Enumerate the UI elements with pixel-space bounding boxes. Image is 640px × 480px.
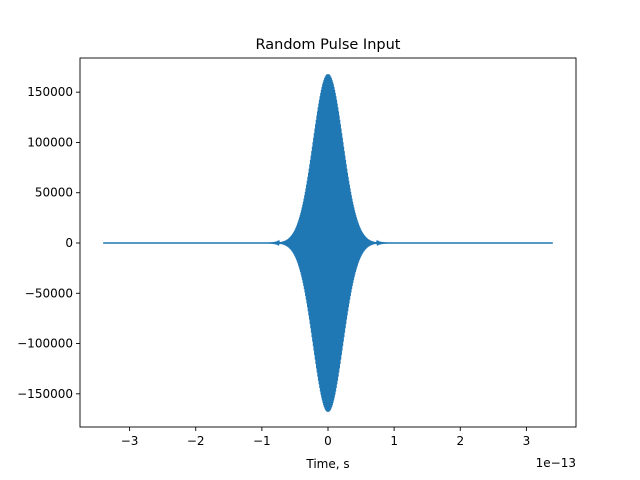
x-tick-label: 0: [324, 434, 332, 448]
x-tick-label: 2: [456, 434, 464, 448]
x-axis: −3 −2 −1 0 1 2 3: [121, 427, 530, 448]
x-tick-label: 3: [523, 434, 531, 448]
x-tick-label: 1: [390, 434, 398, 448]
y-tick-label: 100000: [27, 135, 73, 149]
x-axis-label: Time, s: [305, 457, 349, 471]
y-tick-label: 150000: [27, 85, 73, 99]
x-tick-label: −2: [187, 434, 205, 448]
chart-title: Random Pulse Input: [256, 37, 401, 53]
plot-area: [103, 74, 553, 412]
y-tick-label: 0: [65, 236, 73, 250]
y-tick-label: −50000: [25, 286, 73, 300]
x-tick-label: −3: [121, 434, 139, 448]
y-tick-label: −150000: [17, 387, 73, 401]
x-offset-label: 1e−13: [536, 456, 576, 470]
y-axis: −150000 −100000 −50000 0 50000 100000 150000: [17, 85, 80, 401]
x-tick-label: −1: [253, 434, 271, 448]
series-line: [103, 74, 553, 412]
y-tick-label: 50000: [35, 186, 73, 200]
y-tick-label: −100000: [17, 337, 73, 351]
